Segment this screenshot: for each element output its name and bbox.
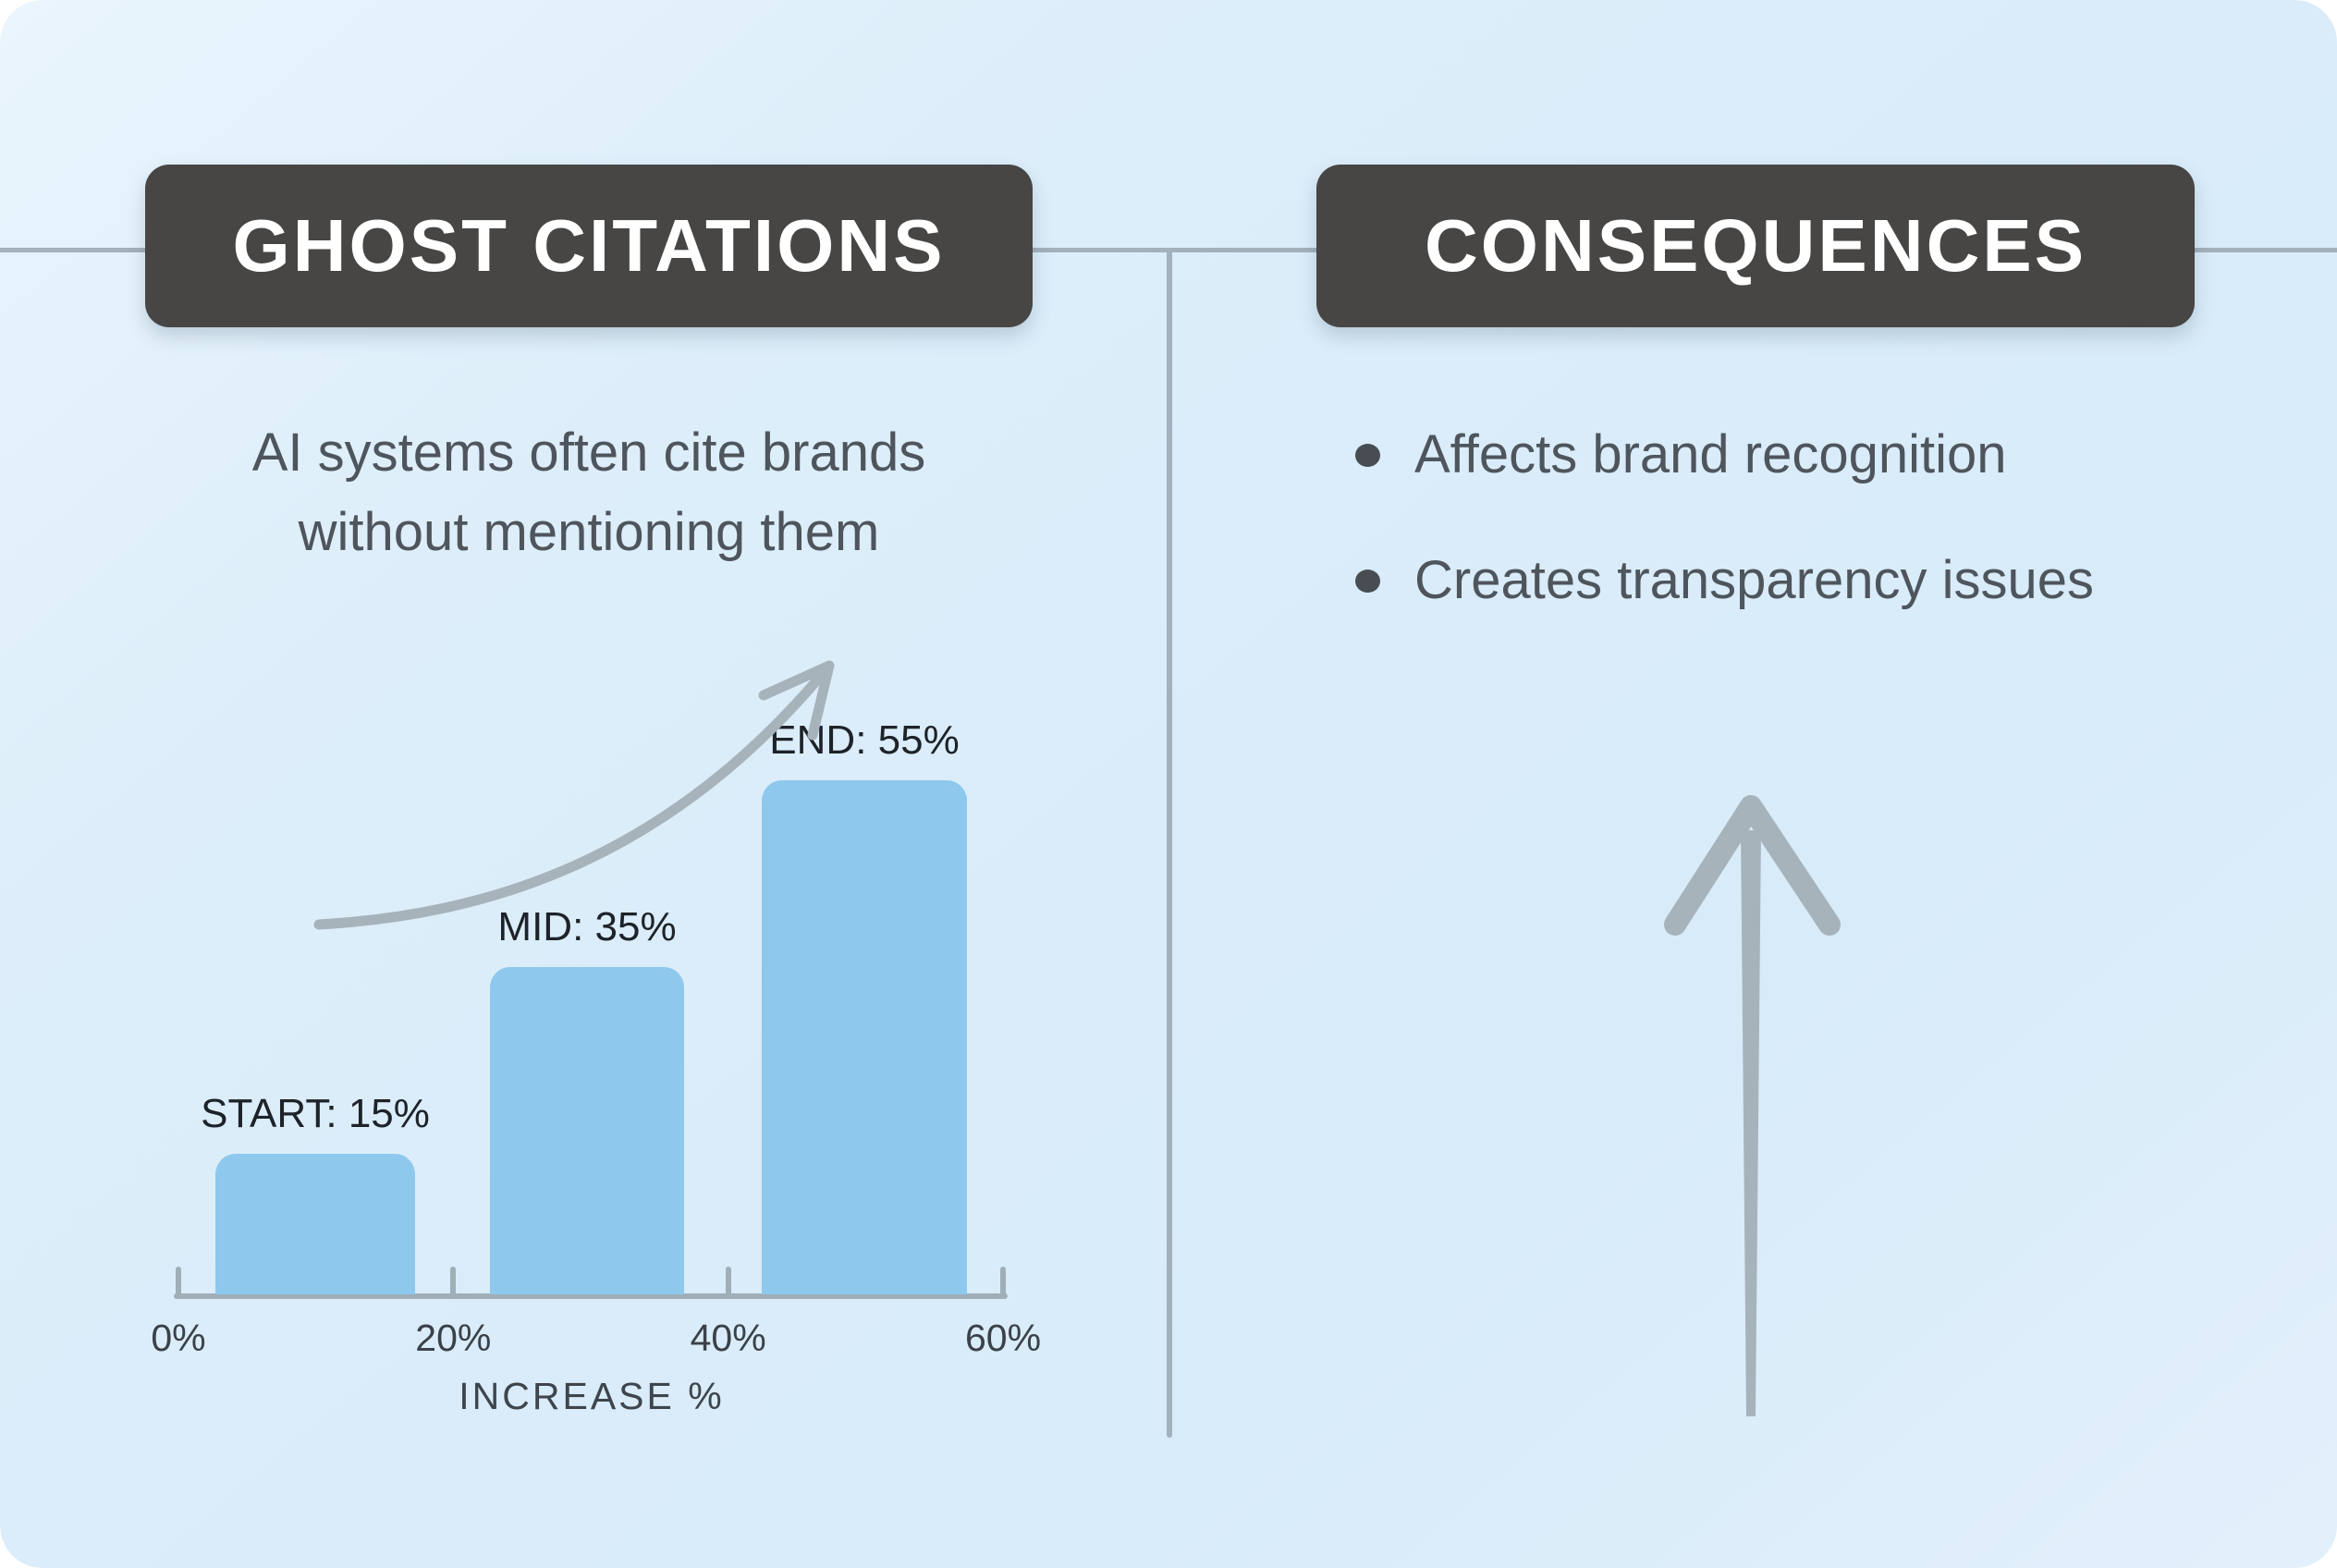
bar-mid	[490, 967, 684, 1294]
bar-label-start: START: 15%	[201, 1091, 430, 1136]
horizontal-divider	[0, 248, 2337, 252]
axis-tick	[1000, 1267, 1006, 1296]
consequences-list: Affects brand recognition Creates transpa…	[1342, 415, 2156, 667]
vertical-divider	[1167, 251, 1172, 1438]
x-axis-line	[174, 1293, 1008, 1299]
axis-tick-label: 60%	[964, 1317, 1042, 1359]
axis-tick	[176, 1267, 181, 1296]
axis-tick-label: 40%	[690, 1317, 766, 1359]
axis-tick-label: 0%	[151, 1317, 206, 1359]
right-title: CONSEQUENCES	[1424, 204, 2087, 287]
bullet-text: Affects brand recognition	[1414, 424, 2007, 484]
bar-label-end: END: 55%	[769, 717, 960, 763]
left-title-box: GHOST CITATIONS	[145, 165, 1033, 327]
bar-end	[762, 780, 967, 1294]
axis-tick	[450, 1267, 457, 1296]
left-title: GHOST CITATIONS	[232, 204, 946, 287]
x-axis-title: INCREASE %	[459, 1375, 725, 1417]
left-description-line1: AI systems often cite brands	[251, 423, 926, 483]
axis-tick	[725, 1267, 731, 1296]
list-item: Affects brand recognition	[1342, 415, 2154, 495]
bullet-text: Creates transparency issues	[1414, 550, 2094, 610]
bar-label-mid: MID: 35%	[497, 904, 677, 949]
right-title-box: CONSEQUENCES	[1316, 165, 2195, 327]
left-description-line2: without mentioning them	[298, 502, 880, 562]
list-item: Creates transparency issues	[1342, 541, 2154, 620]
left-description: AI systems often cite brands without men…	[145, 413, 1033, 572]
bar-start	[215, 1154, 415, 1294]
bullet-dot-icon	[1355, 444, 1380, 467]
axis-tick-label: 20%	[415, 1317, 492, 1359]
bullet-dot-icon	[1355, 570, 1380, 593]
